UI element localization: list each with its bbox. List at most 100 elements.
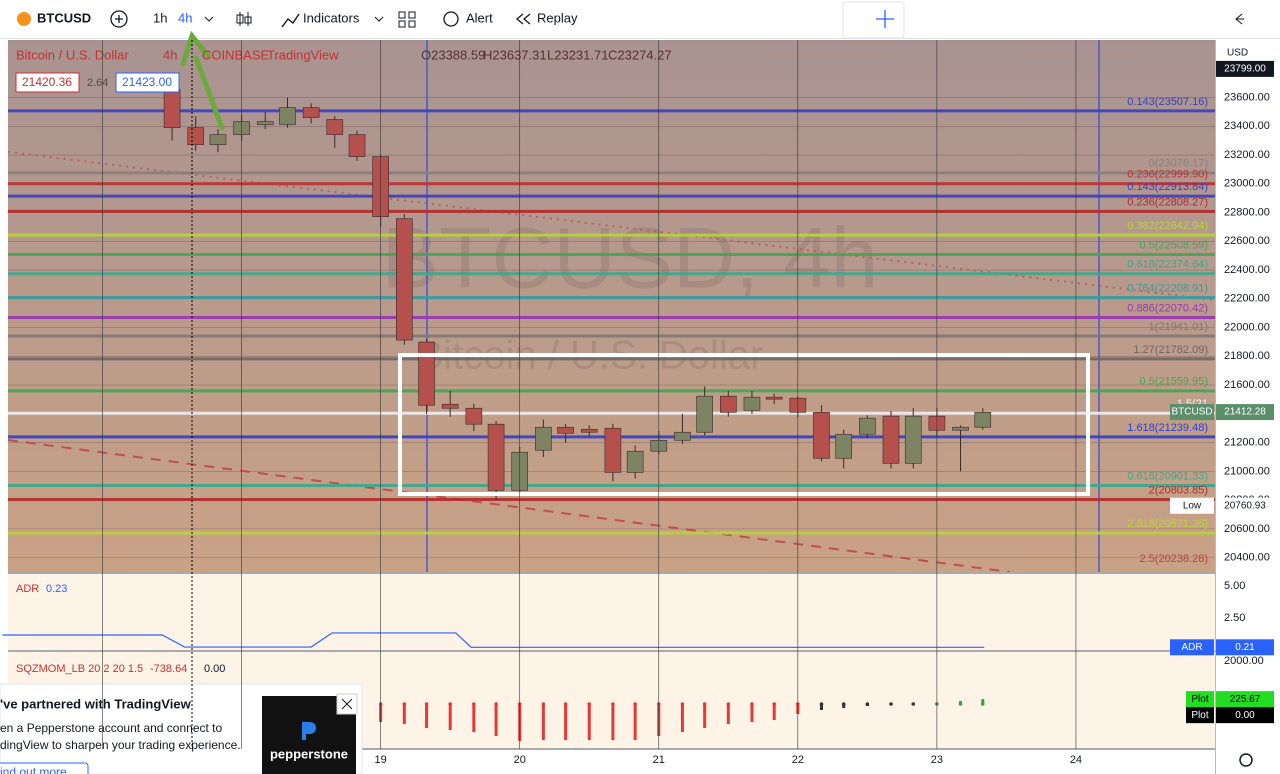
- undo-button[interactable]: [1235, 13, 1244, 25]
- tag-name-box: [1170, 639, 1214, 656]
- candle-body: [882, 415, 900, 464]
- close-icon: [341, 698, 353, 710]
- legend-text: H23637.31: [483, 47, 547, 62]
- candle-body: [604, 427, 622, 473]
- compare-button[interactable]: [110, 10, 128, 28]
- sqz-bar: [772, 703, 776, 720]
- sqz-bar: [633, 703, 637, 740]
- adr-value: 0.23: [46, 583, 67, 595]
- adr-tick: 5.00: [1224, 580, 1245, 592]
- indicators-dropdown[interactable]: [374, 16, 384, 22]
- sqz-bar: [611, 703, 615, 740]
- symbol-icon: [17, 12, 31, 26]
- indicators-button[interactable]: Indicators: [303, 10, 360, 25]
- tag-name: Plot: [1191, 710, 1208, 721]
- indicators-icon: [281, 13, 300, 28]
- sqz-dot: [494, 702, 498, 706]
- sqz-dot: [889, 702, 893, 706]
- interval-1h[interactable]: 1h: [153, 10, 167, 25]
- y-tick-label: 22000.00: [1224, 321, 1270, 333]
- sqz-dot: [472, 702, 476, 706]
- sqz-dot: [563, 702, 568, 706]
- main-pane: [8, 40, 1215, 572]
- popup-button[interactable]: [0, 762, 89, 774]
- interval-dropdown[interactable]: [204, 16, 214, 22]
- y-tick-label: 23600.00: [1224, 91, 1270, 103]
- sqz-bar: [842, 703, 846, 708]
- candle-body: [974, 411, 992, 428]
- sqz-bar: [472, 703, 476, 732]
- price-tag-label: 0.00: [1235, 710, 1255, 721]
- sqz-dot: [865, 702, 870, 706]
- candle-body: [209, 134, 227, 145]
- adr-line: [2, 632, 985, 648]
- x-tick-label: 20: [514, 754, 526, 766]
- fib-label: 0.886(22070.42): [1127, 302, 1208, 314]
- y-tick-label: 20400.00: [1224, 552, 1270, 564]
- candle-body: [743, 396, 761, 411]
- candle-body: [674, 431, 691, 441]
- crosshair-tool[interactable]: [842, 1, 905, 39]
- overlay-layer: 171819202122232423600.0023400.0023200.00…: [0, 30, 1274, 774]
- bid-box: [15, 72, 80, 93]
- tag-name-box: [1186, 691, 1214, 708]
- tag-name: ADR: [1181, 642, 1202, 653]
- spread: 2.64: [87, 77, 108, 89]
- y-tick-label: 23400.00: [1224, 120, 1270, 132]
- legend-text: L23231.71: [547, 47, 608, 62]
- y-tick-label: 22200.00: [1224, 293, 1270, 305]
- y-tick-label: 23200.00: [1224, 149, 1270, 161]
- sqz-bar: [750, 703, 754, 722]
- legend-text: Bitcoin / U.S. Dollar: [16, 47, 129, 62]
- candle-body: [720, 395, 737, 413]
- x-tick-label: 22: [792, 754, 804, 766]
- sqz-bar: [680, 703, 684, 732]
- y-tick-label: 21000.00: [1224, 465, 1270, 477]
- candle-body: [465, 407, 483, 425]
- x-tick-label: 24: [1070, 754, 1082, 766]
- y-tick-label: 22600.00: [1224, 235, 1270, 247]
- price-tag-label: 225.67: [1230, 694, 1261, 705]
- legend-text: O23388.59: [421, 47, 485, 62]
- sqz-bar: [819, 703, 823, 711]
- price-tag-label: 20760.93: [1224, 500, 1266, 511]
- settings-button[interactable]: [1239, 753, 1253, 767]
- price-tag: [1216, 497, 1274, 514]
- candle-body: [302, 107, 320, 118]
- currency-label[interactable]: USD: [1227, 48, 1248, 59]
- price-tag-label: 0.21: [1235, 642, 1255, 653]
- layouts-button[interactable]: [398, 11, 416, 28]
- sqz-dot: [541, 702, 546, 706]
- candle-body: [765, 396, 783, 400]
- y-tick-label: 21800.00: [1224, 350, 1270, 362]
- sqz-dot: [611, 702, 615, 706]
- x-tick-label: 19: [375, 754, 387, 766]
- tag-name: BTCUSD: [1171, 407, 1212, 418]
- fib-label: 2(20803.85): [1149, 484, 1208, 496]
- candle-body: [348, 134, 366, 157]
- sqz-dot: [841, 702, 846, 706]
- alert-button[interactable]: Alert: [466, 10, 493, 25]
- sqz-dot: [750, 702, 754, 706]
- sqz-dot: [702, 702, 707, 706]
- chart-type-button[interactable]: [236, 12, 252, 26]
- sqz-bar: [726, 703, 730, 724]
- price-tag: [1216, 707, 1274, 724]
- candle-body: [859, 417, 876, 435]
- replay-button[interactable]: Replay: [537, 10, 578, 25]
- sqz-dot: [772, 702, 776, 706]
- candle-body: [163, 89, 181, 128]
- range-box: [398, 353, 1090, 496]
- sqz-bar: [981, 699, 985, 704]
- sqz-dot: [448, 702, 452, 706]
- fib-label: 0.143(22913.84): [1127, 181, 1208, 193]
- interval-4h[interactable]: 4h: [178, 10, 192, 25]
- brand-name: pepperstone: [270, 746, 348, 761]
- price-tag-label: 23799.00: [1224, 64, 1266, 75]
- fib-label: 0.382(22642.94): [1127, 220, 1208, 232]
- sqz-dot: [587, 702, 592, 706]
- symbol[interactable]: BTCUSD: [37, 10, 91, 25]
- y-tick-label: 21200.00: [1224, 437, 1270, 449]
- popup-button-label[interactable]: ind out more: [0, 765, 67, 774]
- fib-label: 0.618(20901.33): [1127, 470, 1208, 482]
